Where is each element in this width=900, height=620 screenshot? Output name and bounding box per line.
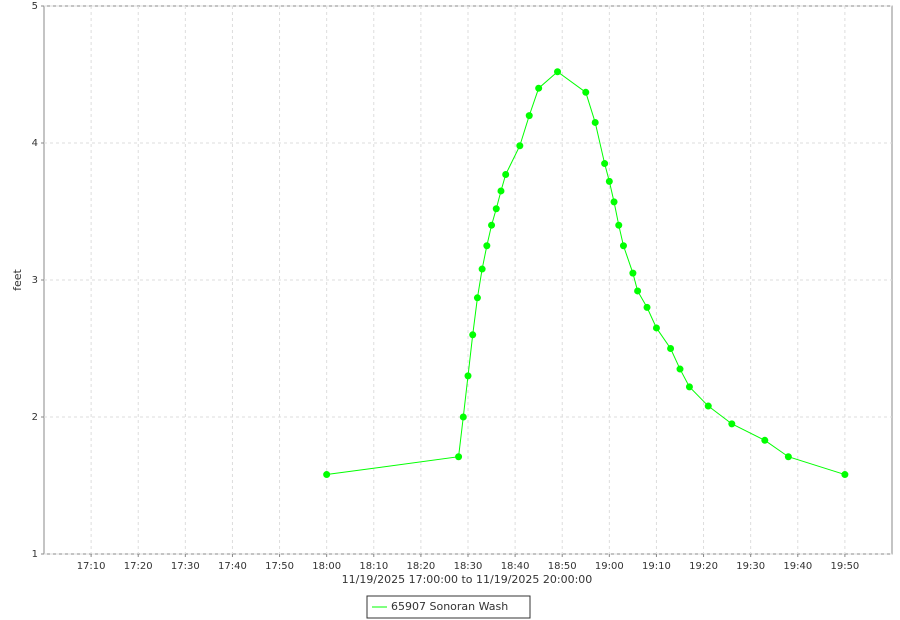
legend-label: 65907 Sonoran Wash [391,600,508,613]
y-axis-label: feet [11,268,24,290]
x-tick-label: 19:40 [783,561,812,572]
y-tick-label: 4 [32,138,38,149]
point [323,471,331,479]
point [464,372,472,380]
point [516,142,524,150]
point [784,453,792,461]
point [473,294,481,302]
point [667,345,675,352]
point [492,205,500,213]
y-tick-label: 2 [32,412,38,423]
x-tick-label: 19:00 [595,561,624,572]
point [629,269,637,277]
point [615,221,623,229]
x-tick-label: 18:40 [501,561,530,572]
y-tick-label: 1 [32,549,38,560]
point [841,471,849,479]
x-tick-label: 18:00 [312,561,341,572]
point [605,177,613,185]
plot-marks [323,68,849,479]
point [591,118,599,126]
x-tick-label: 17:20 [124,561,153,572]
x-axis-label: 11/19/2025 17:00:00 to 11/19/2025 20:00:… [342,573,593,586]
point [535,84,543,92]
point [704,402,712,410]
point [488,221,496,229]
x-tick-label: 17:40 [218,561,247,572]
point [478,265,486,273]
x-tick-label: 19:50 [830,561,859,572]
point [502,171,510,179]
point [619,242,627,250]
point [497,187,505,195]
point [455,453,463,461]
x-tick-label: 18:30 [454,561,483,572]
point [582,88,590,96]
x-tick-label: 17:50 [265,561,294,572]
x-tick-label: 17:30 [171,561,200,572]
point [459,413,467,421]
x-tick-label: 19:20 [689,561,718,572]
point [525,112,533,120]
point [652,324,660,332]
point [554,68,562,76]
y-tick-label: 3 [32,275,38,286]
x-tick-label: 18:10 [359,561,388,572]
legend: 65907 Sonoran Wash [366,595,531,619]
point [728,420,736,428]
point [601,160,609,168]
point [685,383,693,391]
x-tick-label: 19:30 [736,561,765,572]
y-tick-label: 5 [32,1,38,12]
x-tick-label: 17:10 [77,561,106,572]
x-tick-label: 18:20 [406,561,435,572]
point [483,242,491,250]
x-tick-label: 19:10 [642,561,671,572]
point [634,287,642,295]
legend-box [366,595,531,619]
x-tick-label: 18:50 [548,561,577,572]
point [469,331,477,339]
point [643,303,651,311]
point [610,198,618,206]
point [676,365,684,373]
point [761,436,769,444]
